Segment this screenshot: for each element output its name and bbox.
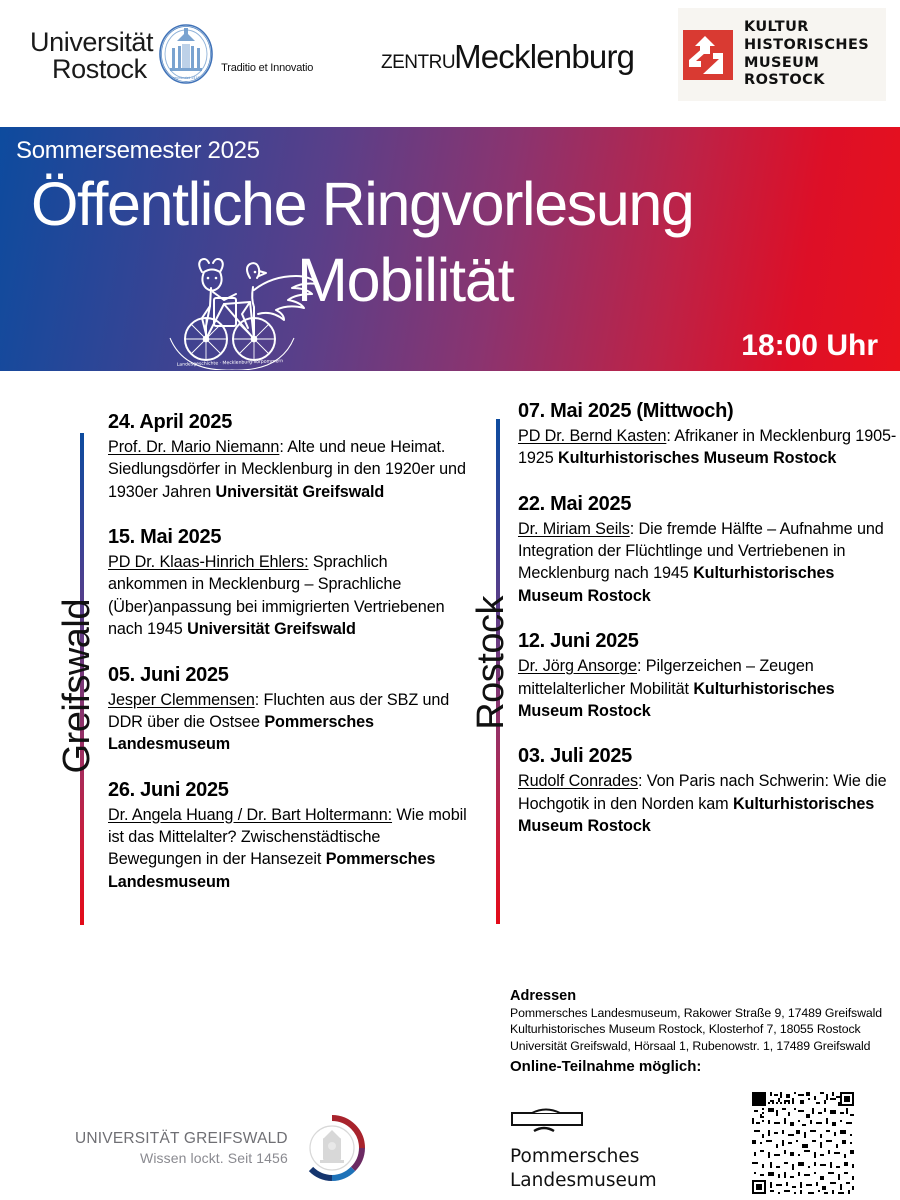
uni-rostock-wordmark: Universität Rostock — [30, 27, 154, 84]
logo-universitaet-rostock: Universität Rostock — [30, 24, 314, 84]
banner-title-line1: Öffentliche Ringvorlesung — [31, 170, 695, 238]
event-venue: Universität Greifswald — [215, 482, 385, 501]
banner-time-label: 18:00 Uhr — [741, 329, 878, 362]
event-list-rostock: 07. Mai 2025 (Mittwoch) PD Dr. Bernd Kas… — [518, 400, 898, 837]
khm-line1: KULTUR — [744, 18, 809, 35]
event-speaker: Jesper Clemmensen — [108, 690, 255, 709]
event-title: Sprachlich ankommen in Mecklenburg – Spr… — [108, 553, 445, 639]
address-line: Kulturhistorisches Museum Rostock, Klost… — [510, 1022, 861, 1037]
event-title: : Alte und neue Heimat. Siedlungsdörfer … — [108, 438, 466, 501]
event-venue: Kulturhistorisches Museum Rostock — [518, 564, 835, 605]
event-venue: Kulturhistorisches Museum Rostock — [518, 794, 875, 835]
event-title: : Fluchten aus der SBZ und DDR über die … — [108, 690, 450, 731]
event-venue: Pommersches Landesmuseum — [108, 712, 374, 754]
event-speaker: Dr. Miriam Seils — [518, 519, 630, 538]
address-line: Universität Greifswald, Hörsaal 1, Ruben… — [510, 1038, 871, 1053]
event-description: Jesper Clemmensen: Fluchten aus der SBZ … — [108, 689, 470, 756]
event-venue: Universität Greifswald — [187, 620, 356, 639]
uni-rostock-line2: Rostock — [52, 53, 147, 84]
event-date: 12. Juni 2025 — [518, 630, 639, 653]
plm-wordmark: Pommersches Landesmuseum — [510, 1145, 657, 1192]
event-description: PD Dr. Bernd Kasten: Afrikaner in Meckle… — [518, 425, 898, 470]
event-speaker: Dr. Angela Huang / Dr. Bart Holtermann: — [108, 805, 393, 824]
event-item: 03. Juli 2025 Rudolf Conrades: Von Paris… — [518, 745, 898, 837]
event-title: Wie mobil ist das Mittelalter? Zwischens… — [108, 805, 467, 869]
event-date: 24. April 2025 — [108, 411, 233, 433]
greifswald-wordmark: UNIVERSITÄT GREIFSWALD Wissen lockt. Sei… — [75, 1129, 288, 1167]
event-title: : Pilgerzeichen – Zeugen mittelalterlich… — [518, 657, 814, 698]
plm-line2: Landesmuseum — [510, 1169, 657, 1191]
addresses-heading: Adressen — [510, 988, 577, 1004]
pommersches-landesmuseum-mark-icon — [510, 1104, 594, 1138]
greifswald-seal-ring-icon — [296, 1112, 368, 1184]
event-speaker: Rudolf Conrades — [518, 772, 638, 791]
event-title: : Afrikaner in Mecklenburg 1905-1925 — [518, 427, 897, 468]
event-item: 07. Mai 2025 (Mittwoch) PD Dr. Bernd Kas… — [518, 400, 898, 470]
event-venue: Kulturhistorisches Museum Rostock — [558, 449, 837, 468]
logo-kulturhistorisches-museum-rostock: KULTUR HISTORISCHES MUSEUM ROSTOCK — [678, 8, 886, 101]
event-description: Dr. Angela Huang / Dr. Bart Holtermann: … — [108, 804, 470, 893]
khm-line2: HISTORISCHES — [744, 36, 870, 53]
title-banner: Sommersemester 2025 Öffentliche Ringvorl… — [0, 127, 900, 371]
event-date: 05. Juni 2025 — [108, 663, 229, 686]
logo-universitaet-greifswald: UNIVERSITÄT GREIFSWALD Wissen lockt. Sei… — [75, 1112, 368, 1184]
online-participation-note: Online-Teilnahme möglich: — [510, 1058, 702, 1076]
event-description: Rudolf Conrades: Von Paris nach Schwerin… — [518, 770, 898, 837]
event-title: : Die fremde Hälfte – Aufnahme und Integ… — [518, 519, 884, 583]
greifswald-line1: UNIVERSITÄT GREIFSWALD — [75, 1129, 288, 1147]
event-date: 03. Juli 2025 — [518, 745, 632, 768]
event-date: 15. Mai 2025 — [108, 526, 222, 549]
svg-text:Landesgeschichte · Mecklenburg: Landesgeschichte · Mecklenburg-Vorpommer… — [177, 358, 284, 368]
event-date: 22. Mai 2025 — [518, 492, 632, 515]
zentrum-main: Mecklenburg — [454, 38, 635, 75]
khm-wordmark: KULTUR HISTORISCHES MUSEUM ROSTOCK — [744, 19, 869, 91]
event-title: : Von Paris nach Schwerin: Wie die Hochg… — [518, 772, 887, 813]
uni-rostock-line1: Universität — [30, 27, 154, 58]
event-item: 05. Juni 2025 Jesper Clemmensen: Fluchte… — [108, 664, 470, 756]
gradient-rail-greifswald — [80, 433, 84, 925]
university-seal-icon: gegründet 1419 — [158, 24, 214, 84]
khm-line4: ROSTOCK — [744, 72, 825, 89]
program-section: Greifswald 24. April 2025 Prof. Dr. Mari… — [0, 371, 900, 1091]
khm-arrow-mark-icon — [683, 29, 733, 80]
event-description: Dr. Miriam Seils: Die fremde Hälfte – Au… — [518, 518, 898, 607]
uni-rostock-tagline: Traditio et Innovatio — [221, 62, 314, 74]
event-venue: Pommersches Landesmuseum — [108, 850, 436, 891]
banner-title-line2: Mobilität — [297, 246, 515, 314]
event-speaker: Prof. Dr. Mario Niemann — [108, 438, 280, 456]
event-speaker: Dr. Jörg Ansorge — [518, 657, 637, 676]
event-item: 15. Mai 2025 PD Dr. Klaas-Hinrich Ehlers… — [108, 526, 470, 640]
qr-code-icon[interactable] — [750, 1090, 856, 1196]
event-speaker: PD Dr. Klaas-Hinrich Ehlers: — [108, 553, 309, 572]
column-label-greifswald: Greifswald — [56, 599, 98, 774]
bull-griffin-tandem-bicycle-icon: Landesgeschichte · Mecklenburg-Vorpommer… — [158, 242, 330, 371]
event-venue: Kulturhistorisches Museum Rostock — [518, 679, 835, 720]
event-description: PD Dr. Klaas-Hinrich Ehlers: Sprachlich … — [108, 551, 470, 640]
event-description: Dr. Jörg Ansorge: Pilgerzeichen – Zeugen… — [518, 655, 898, 722]
svg-text:gegründet 1419: gegründet 1419 — [172, 76, 199, 80]
event-speaker: PD Dr. Bernd Kasten — [518, 427, 667, 445]
column-label-rostock: Rostock — [470, 596, 512, 730]
event-list-greifswald: 24. April 2025 Prof. Dr. Mario Niemann: … — [108, 411, 470, 893]
event-item: 24. April 2025 Prof. Dr. Mario Niemann: … — [108, 411, 470, 503]
logo-bar: Universität Rostock — [0, 0, 900, 122]
event-description: Prof. Dr. Mario Niemann: Alte und neue H… — [108, 436, 470, 503]
event-item: 22. Mai 2025 Dr. Miriam Seils: Die fremd… — [518, 493, 898, 607]
event-item: 12. Juni 2025 Dr. Jörg Ansorge: Pilgerze… — [518, 630, 898, 722]
address-line: Pommersches Landesmuseum, Rakower Straße… — [510, 1006, 882, 1020]
zentrum-prefix: ZENTRU — [381, 52, 456, 73]
logo-zentrum-mecklenburg: ZENTRU Mecklenburg — [381, 38, 635, 76]
greifswald-line2: Wissen lockt. Seit 1456 — [140, 1149, 288, 1166]
banner-semester-label: Sommersemester 2025 — [16, 137, 260, 164]
event-date: 07. Mai 2025 (Mittwoch) — [518, 400, 734, 422]
khm-line3: MUSEUM — [744, 54, 820, 71]
event-item: 26. Juni 2025 Dr. Angela Huang / Dr. Bar… — [108, 779, 470, 893]
plm-line1: Pommersches — [510, 1146, 640, 1167]
event-date: 26. Juni 2025 — [108, 778, 229, 801]
addresses-block: Adressen Pommersches Landesmuseum, Rakow… — [510, 988, 900, 1075]
logo-pommersches-landesmuseum: Pommersches Landesmuseum — [510, 1104, 657, 1192]
gradient-rail-rostock — [496, 419, 500, 924]
